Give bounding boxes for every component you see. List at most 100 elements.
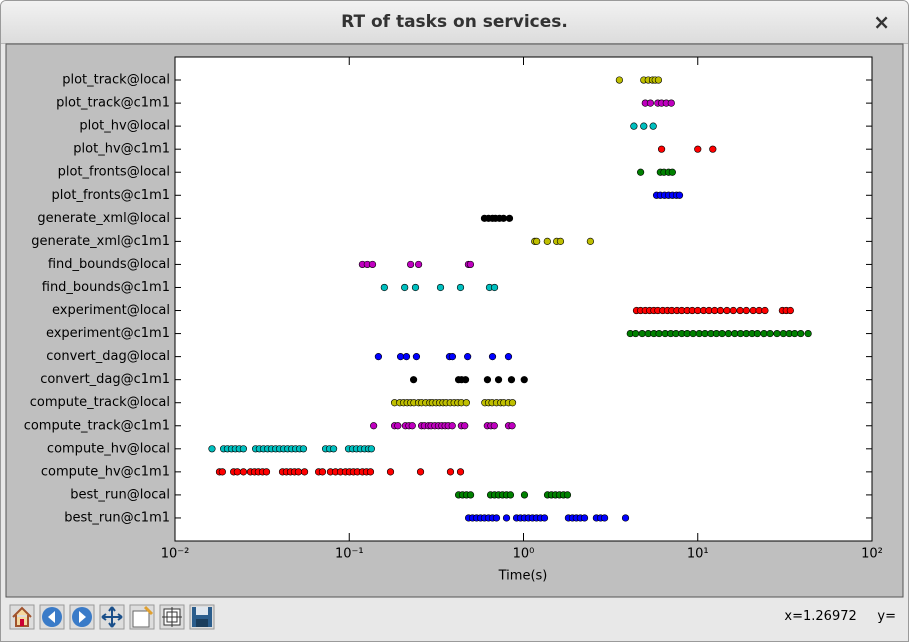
y-tick-label: compute_track@c1m1	[24, 418, 170, 433]
point	[461, 422, 469, 430]
point	[508, 422, 516, 430]
point	[492, 514, 501, 522]
point	[218, 468, 226, 476]
point	[233, 468, 241, 476]
y-tick-label: compute_hv@c1m1	[41, 464, 170, 479]
point	[556, 237, 565, 245]
point	[646, 99, 655, 107]
point	[742, 306, 750, 315]
point	[621, 514, 630, 522]
y-tick-label: plot_fronts@c1m1	[52, 188, 170, 203]
point	[791, 329, 799, 338]
y-tick-label: best_run@local	[70, 487, 170, 502]
point	[797, 329, 805, 338]
point	[239, 468, 248, 476]
point	[580, 514, 589, 522]
y-tick-label: experiment@c1m1	[46, 326, 170, 341]
pan-button[interactable]	[99, 604, 125, 630]
point	[502, 514, 511, 522]
title-bar: RT of tasks on services. ×	[1, 1, 908, 44]
point	[456, 468, 465, 476]
save-button[interactable]	[189, 604, 215, 630]
point	[402, 353, 411, 361]
point	[654, 76, 663, 84]
y-tick-label: experiment@local	[52, 303, 170, 318]
point	[694, 145, 702, 153]
status-text: x=1.26972 y=	[784, 609, 896, 624]
point	[461, 376, 470, 384]
point	[436, 283, 445, 292]
point	[466, 260, 475, 269]
point	[368, 260, 377, 269]
home-button[interactable]	[9, 604, 35, 630]
point	[520, 376, 528, 384]
point	[640, 122, 648, 130]
point	[600, 514, 609, 522]
point	[786, 306, 794, 315]
point	[401, 283, 409, 292]
point	[766, 329, 774, 338]
point	[667, 99, 675, 107]
point	[753, 329, 762, 338]
point	[709, 145, 717, 153]
point	[506, 491, 515, 499]
point	[370, 422, 378, 430]
toolbar: x=1.26972 y=	[1, 599, 908, 641]
point	[657, 145, 666, 153]
back-button[interactable]	[39, 604, 65, 630]
point	[505, 214, 514, 222]
y-tick-label: compute_hv@local	[47, 441, 170, 456]
point	[367, 445, 375, 453]
point	[504, 353, 513, 361]
y-tick-label: convert_dag@c1m1	[40, 372, 170, 387]
point	[675, 191, 684, 199]
axes-background	[175, 57, 872, 541]
point	[318, 468, 327, 476]
point	[412, 353, 421, 361]
point	[414, 260, 423, 269]
point	[507, 376, 516, 384]
zoom-button[interactable]	[129, 604, 155, 630]
x-axis-label: Time(s)	[498, 569, 548, 584]
point	[655, 329, 663, 338]
point	[718, 329, 726, 338]
y-tick-label: plot_hv@c1m1	[73, 142, 170, 157]
subplots-button[interactable]	[159, 604, 185, 630]
forward-button[interactable]	[69, 604, 95, 630]
point	[540, 514, 549, 522]
point	[208, 445, 216, 453]
point	[804, 329, 812, 338]
axes-frame	[174, 56, 873, 542]
point	[446, 468, 455, 476]
point	[448, 353, 457, 361]
point	[462, 399, 470, 407]
x-tick-label: 10²	[861, 547, 883, 562]
point	[716, 306, 725, 315]
y-tick-label: find_bounds@c1m1	[42, 280, 170, 295]
point	[456, 283, 465, 292]
point	[543, 237, 551, 245]
point	[409, 376, 418, 384]
point	[448, 422, 456, 430]
point	[724, 329, 733, 338]
y-tick-label: convert_dag@local	[46, 349, 170, 364]
point	[760, 329, 768, 338]
point	[490, 422, 498, 430]
point	[499, 214, 508, 222]
close-button[interactable]: ×	[873, 10, 890, 34]
point	[300, 468, 309, 476]
y-tick-label: plot_fronts@local	[58, 165, 170, 180]
point	[649, 122, 657, 130]
point	[366, 468, 375, 476]
point	[723, 306, 731, 315]
point	[520, 491, 529, 499]
point	[689, 329, 697, 338]
point	[329, 445, 338, 453]
point	[464, 353, 472, 361]
point	[294, 468, 303, 476]
point	[668, 168, 676, 176]
point	[615, 76, 623, 84]
point	[299, 445, 308, 453]
